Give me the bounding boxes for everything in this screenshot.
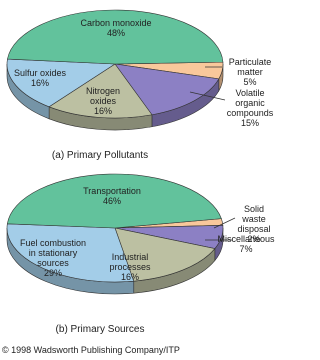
leader-lines [189, 66, 236, 241]
slice-value: 16% [120, 272, 139, 282]
pie-slice [6, 223, 135, 283]
pie-slice [114, 227, 216, 282]
slice-name: Solid waste disposal [237, 204, 271, 234]
slice-label: Particulate matter 5% [229, 57, 272, 87]
slice-label: Sulfur oxides 16% [14, 68, 66, 88]
leader [189, 91, 226, 101]
slice-value: 48% [106, 28, 126, 38]
copyright: © 1998 Wadsworth Publishing Company/ITP [2, 345, 180, 355]
page: © 1998 Wadsworth Publishing Company/ITP … [2, 9, 275, 355]
pie-tops [6, 173, 224, 283]
slice-name: Fuel combustion in stationary sources [19, 238, 87, 268]
slice-label: Industrial processes 16% [109, 252, 150, 282]
slice-value: 5% [243, 77, 257, 87]
slice-name: Carbon monoxide [80, 18, 152, 28]
slice-value: 46% [102, 196, 122, 206]
slice-value: 16% [30, 78, 49, 88]
slice-label: Nitrogen oxides 16% [86, 86, 120, 116]
slice-value: 16% [93, 106, 112, 116]
pie [6, 9, 224, 131]
pie-slice [6, 58, 116, 108]
leader [213, 217, 236, 229]
slice-value: 29% [43, 268, 63, 278]
slice-label: Miscellaneous 7% [217, 234, 274, 254]
pie-slice [7, 9, 224, 65]
pie-tops [6, 9, 224, 119]
slice-label: Solid waste disposal 2% [237, 204, 272, 244]
chart-caption: (b) Primary Sources [55, 324, 145, 335]
pie-slice [48, 63, 153, 119]
slice-label: Volatile organic compounds 15% [227, 88, 274, 128]
slice-name: Nitrogen oxides [85, 86, 121, 106]
slice-name: Volatile organic compounds [226, 88, 274, 118]
slice-name: Industrial processes [109, 252, 151, 272]
slice-value: 15% [240, 118, 259, 128]
pie-slice [6, 173, 222, 229]
slice-name: Particulate matter [228, 57, 272, 77]
slice-label: Transportation 46% [83, 186, 141, 206]
slice-label: Fuel combustion in stationary sources 29% [20, 238, 86, 278]
chart-caption: (a) Primary Pollutants [51, 150, 149, 161]
charts [6, 9, 236, 295]
slice-label: Carbon monoxide 48% [80, 18, 151, 38]
slice-value: 7% [239, 244, 253, 254]
pie-slice [114, 63, 220, 116]
slice-name: Transportation [83, 186, 141, 196]
slice-name: Sulfur oxides [13, 68, 67, 78]
slice-name: Miscellaneous [217, 234, 275, 244]
slice-value: 2% [247, 234, 261, 244]
pie [6, 173, 224, 295]
